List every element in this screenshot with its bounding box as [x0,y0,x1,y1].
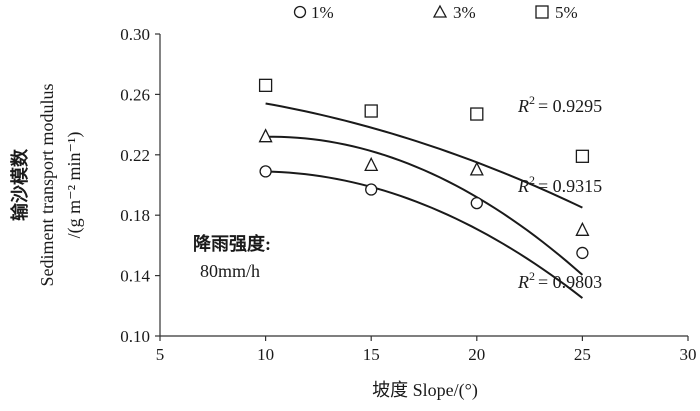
y-axis-title-unit: /(g m⁻² min⁻¹) [64,132,85,239]
legend: 1% 3% 5% [293,3,578,22]
fit-curves [265,102,584,299]
data-point-1pct [576,246,589,260]
r2-label-1pct: R2 = 0.9803 [517,269,602,292]
data-point-3pct [364,156,379,172]
legend-triangle-marker [432,4,448,18]
axes [159,34,688,337]
y-ticks: 0.10 0.14 0.18 0.22 0.26 0.30 [120,25,160,346]
x-tick-label: 15 [363,345,380,364]
rainfall-note-line2: 80mm/h [200,261,260,281]
data-point-1pct [470,196,483,210]
data-point-5pct [364,104,378,118]
r2-label-3pct: R2 = 0.9315 [517,173,602,196]
legend-label-1pct: 1% [311,3,334,22]
r2-value-1pct: = 0.9803 [538,272,602,292]
data-point-3pct [469,161,484,176]
data-point-3pct [575,221,590,236]
y-tick-label: 0.26 [120,85,150,104]
fit-curve-1pct [265,170,584,299]
fit-curve-5pct [265,102,583,209]
x-tick-label: 30 [680,345,697,364]
legend-label-3pct: 3% [453,3,476,22]
data-point-1pct [365,183,378,196]
rainfall-note-line1: 降雨强度: [193,233,271,254]
y-axis-title-en: Sediment transport modulus [37,84,57,287]
r2-label-5pct: R2 = 0.9295 [517,93,602,116]
legend-circle-marker [293,5,307,19]
y-tick-label: 0.30 [120,25,150,44]
legend-label-5pct: 5% [555,3,578,22]
rainfall-note: 降雨强度: 80mm/h [193,233,271,281]
x-tick-label: 5 [156,345,165,364]
data-point-5pct [575,149,590,163]
svg-text:R2= 0.9315: R2 = 0.9315 [517,173,602,196]
svg-text:R2= 0.9295: R2 = 0.9295 [517,93,602,116]
data-point-3pct [258,128,273,143]
svg-text:R2= 0.9803: R2 = 0.9803 [517,269,602,292]
data-point-5pct [470,107,484,121]
r2-value-3pct: = 0.9315 [538,176,602,196]
x-ticks: 5 10 15 20 25 30 [156,336,697,364]
fit-curve-3pct [265,135,584,276]
y-tick-label: 0.18 [120,206,150,225]
y-axis-title: 输沙模数 Sediment transport modulus /(g m⁻² … [9,84,85,287]
legend-square-marker [535,5,549,19]
y-tick-label: 0.10 [120,327,150,346]
x-tick-label: 10 [257,345,274,364]
data-point-1pct [259,165,272,178]
y-tick-label: 0.14 [120,267,150,286]
r2-value-5pct: = 0.9295 [538,96,602,116]
data-point-5pct [258,78,273,92]
y-axis-title-cn: 输沙模数 [9,148,30,221]
x-tick-label: 25 [574,345,591,364]
x-axis-title: 坡度 Slope/(°) [372,380,478,401]
markers [258,78,590,260]
x-tick-label: 20 [468,345,485,364]
y-tick-label: 0.22 [120,146,150,165]
